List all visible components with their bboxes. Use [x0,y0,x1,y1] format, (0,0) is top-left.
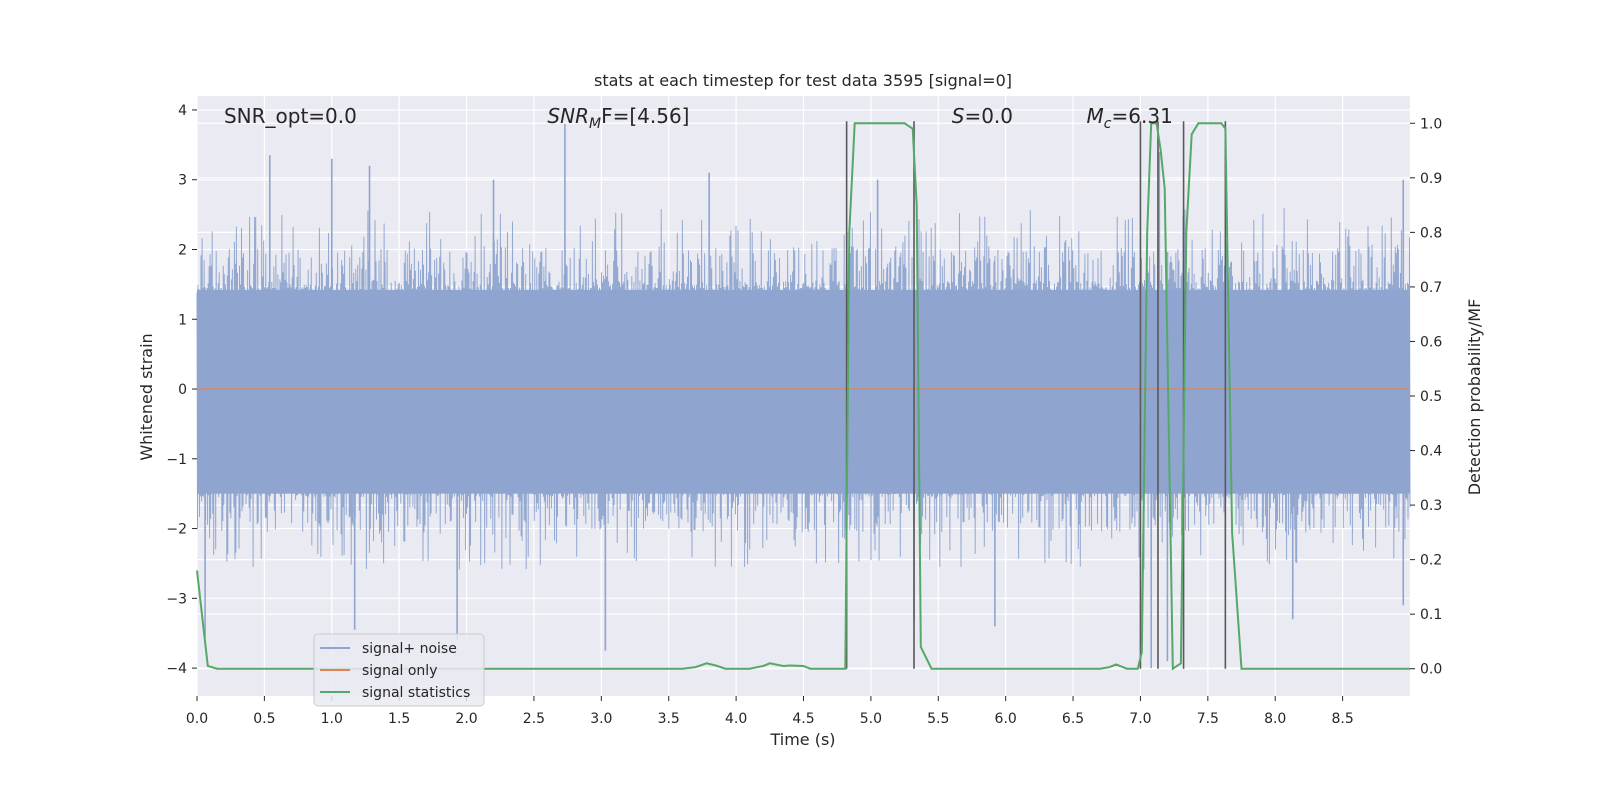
x-tick-label: 8.0 [1264,711,1286,727]
y-right-tick-label: 0.0 [1420,662,1442,678]
legend-box [313,633,485,707]
x-tick-label: 1.0 [321,711,343,727]
y-right-tick-label: 0.7 [1420,280,1442,296]
y-left-tick-label: 3 [178,173,187,189]
y-left-axis-label: Whitened strain [137,333,156,460]
y-left-tick-label: −1 [166,452,187,468]
x-axis-label: Time (s) [769,730,835,749]
x-tick-label: 4.5 [792,711,814,727]
x-tick-label: 2.0 [455,711,477,727]
x-tick-label: 0.0 [186,711,208,727]
y-left-tick-label: 4 [178,103,187,119]
x-tick-label: 7.0 [1129,711,1151,727]
x-ticks: 0.0 0.5 1.0 1.5 2.0 2.5 3.0 3.5 4.0 4.5 5.0 5.5 6.0 6… [186,696,1354,727]
x-tick-label: 1.5 [388,711,410,727]
x-tick-label: 2.5 [523,711,545,727]
series-signal-plus-noise [196,123,1411,669]
y-left-tick-label: −4 [166,661,187,677]
x-tick-label: 5.0 [860,711,882,727]
annotation-snr-opt: SNR_opt=0.0 [224,104,357,128]
legend-label: signal+ noise [362,641,457,657]
y-left-ticks: −4 −3 −2 −1 0 1 2 3 4 [166,103,197,677]
vertical-lines [845,121,1227,669]
y-right-tick-label: 1.0 [1420,116,1442,132]
y-left-tick-label: 1 [178,312,187,328]
y-right-axis-label: Detection probability/MF [1465,299,1484,496]
noise-core-band [197,289,1410,494]
x-tick-label: 3.5 [658,711,680,727]
annotations: SNR_opt=0.0 SNRMF=[4.56] S=0.0 Mc=6.31 [224,104,1173,132]
y-right-tick-label: 0.1 [1420,607,1442,623]
y-right-tick-label: 0.4 [1420,444,1442,460]
annotation-s: S=0.0 [952,104,1013,128]
legend-label: signal only [362,663,437,679]
x-tick-label: 6.5 [1062,711,1084,727]
series-signal-statistics [196,122,1410,671]
x-tick-label: 3.0 [590,711,612,727]
legend: signal+ noise signal only signal statistic… [313,633,485,707]
x-tick-label: 7.5 [1197,711,1219,727]
legend-label: signal statistics [362,685,470,701]
x-tick-label: 4.0 [725,711,747,727]
x-tick-label: 6.0 [995,711,1017,727]
y-left-tick-label: 2 [178,242,187,258]
annotation-mc: Mc=6.31 [1087,104,1173,132]
y-left-tick-label: 0 [178,382,187,398]
y-right-tick-label: 0.2 [1420,553,1442,569]
y-right-tick-label: 0.5 [1420,389,1442,405]
x-tick-label: 8.5 [1331,711,1353,727]
y-right-tick-label: 0.8 [1420,225,1442,241]
x-tick-label: 0.5 [253,711,275,727]
y-left-tick-label: −2 [166,522,187,538]
y-right-tick-label: 0.3 [1420,498,1442,514]
y-right-ticks: 0.0 0.1 0.2 0.3 0.4 0.5 0.6 0.7 0.8 0.9 1.0 [1410,116,1442,678]
chart-title: stats at each timestep for test data 359… [594,71,1012,90]
y-left-tick-label: −3 [166,591,187,607]
y-right-tick-label: 0.6 [1420,334,1442,350]
signal-statistics-line [196,122,1410,671]
x-tick-label: 5.5 [927,711,949,727]
y-right-tick-label: 0.9 [1420,171,1442,187]
annotation-snr-mf: SNRMF=[4.56] [547,104,689,132]
